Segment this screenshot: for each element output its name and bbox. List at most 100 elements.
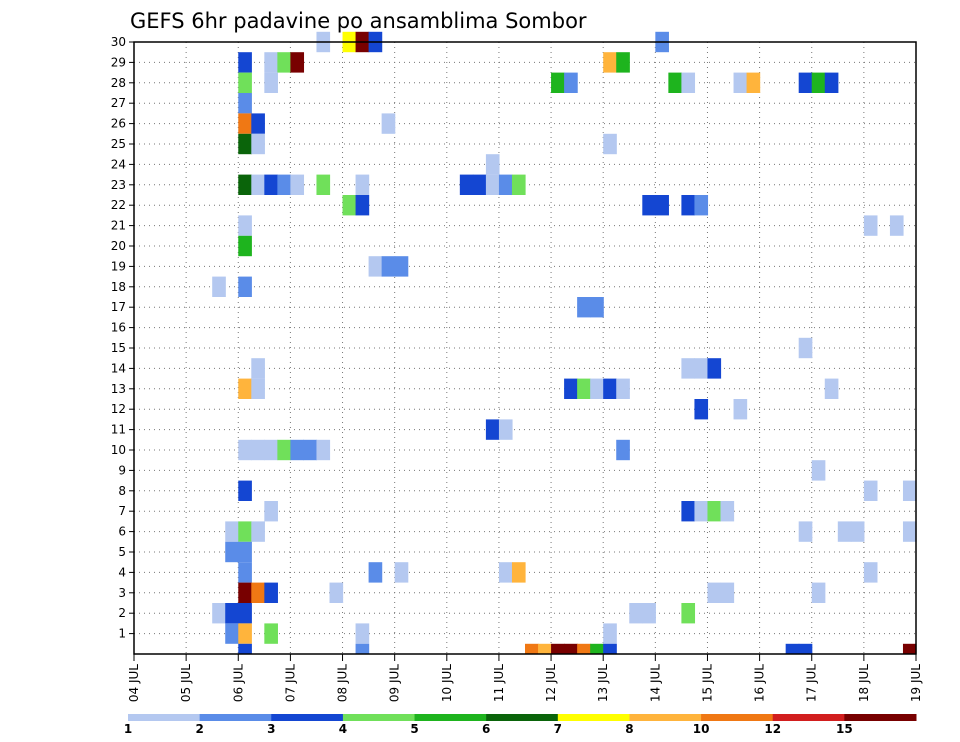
precip-cell: [355, 195, 370, 216]
precip-cell: [694, 501, 709, 522]
precip-cell: [785, 643, 800, 654]
y-tick-label: 7: [118, 504, 126, 518]
colorbar-label: 5: [410, 722, 418, 736]
colorbar-label: 10: [693, 722, 710, 736]
precip-cell: [238, 378, 252, 399]
colorbar-label: 15: [836, 722, 853, 736]
colorbar-segment: [557, 714, 630, 721]
precip-cell: [277, 439, 291, 461]
y-tick-label: 23: [111, 178, 126, 192]
precip-cell: [603, 623, 617, 644]
precip-cell: [824, 378, 839, 399]
precip-cell: [225, 603, 239, 624]
precip-cell: [720, 501, 735, 522]
y-tick-label: 24: [111, 157, 126, 171]
precip-cell: [863, 562, 878, 583]
precip-cell: [251, 133, 265, 155]
precip-cell: [251, 378, 265, 399]
precip-cell: [733, 399, 748, 420]
x-tick-label: 12 JUL: [544, 664, 558, 702]
precip-cell: [681, 358, 696, 379]
precip-cell: [902, 480, 917, 501]
precip-cell: [902, 521, 917, 542]
precip-cell: [798, 521, 813, 542]
y-tick-label: 13: [111, 382, 126, 396]
y-tick-label: 19: [111, 259, 126, 273]
precip-cell: [863, 480, 878, 501]
precip-cell: [381, 256, 396, 277]
precip-cell: [251, 582, 265, 603]
colorbar-segment: [772, 714, 845, 721]
y-tick-label: 3: [118, 586, 126, 600]
precip-cell: [459, 174, 474, 195]
precip-cell: [238, 582, 252, 603]
precip-cell: [603, 52, 617, 73]
precip-cell: [564, 378, 578, 399]
precip-cell: [564, 72, 578, 93]
precip-cell: [798, 337, 813, 359]
precip-cell: [329, 582, 344, 603]
precip-cell: [264, 72, 278, 93]
colorbar-label: 2: [195, 722, 203, 736]
precip-cell: [551, 72, 565, 93]
y-axis-ticks: 1234567891011121314151617181920212223242…: [111, 35, 134, 641]
y-tick-label: 11: [111, 423, 126, 437]
precip-cell: [238, 133, 252, 155]
y-tick-label: 8: [118, 484, 126, 498]
precip-cell: [590, 378, 604, 399]
y-tick-label: 6: [118, 525, 126, 539]
colorbar-label: 3: [267, 722, 275, 736]
precip-cell: [355, 643, 370, 654]
precip-cell: [485, 174, 500, 195]
precip-cell: [577, 378, 591, 399]
colorbar-segment: [199, 714, 272, 721]
x-axis-ticks: 04 JUL 05 JUL 06 JUL 07 JUL 08 JUL 09 JUL 10 J…: [127, 654, 923, 702]
precip-cell: [811, 72, 826, 93]
y-tick-label: 9: [118, 463, 126, 477]
precip-cell: [238, 215, 252, 236]
y-tick-label: 4: [118, 565, 126, 579]
precip-cell: [590, 643, 604, 654]
precip-cell: [694, 358, 709, 379]
x-tick-label: 15 JUL: [700, 664, 714, 702]
precip-cell: [355, 623, 370, 644]
precip-cell: [629, 603, 643, 624]
x-tick-label: 08 JUL: [336, 664, 350, 702]
precip-cell: [277, 52, 291, 73]
precip-cell: [551, 643, 565, 654]
precip-cell: [238, 72, 252, 93]
precip-cell: [264, 623, 278, 644]
x-tick-label: 14 JUL: [648, 664, 662, 702]
y-tick-label: 15: [111, 341, 126, 355]
precip-cell: [355, 174, 370, 195]
y-tick-label: 18: [111, 280, 126, 294]
precip-cell: [798, 72, 813, 93]
precip-cell: [889, 215, 904, 236]
precip-cell: [381, 113, 396, 134]
colorbar-segment: [128, 714, 201, 721]
precip-cell: [733, 72, 748, 93]
precip-cell: [681, 72, 696, 93]
precip-cell: [616, 439, 630, 461]
x-tick-label: 06 JUL: [231, 664, 245, 702]
precip-cell: [316, 174, 331, 195]
precip-cell: [746, 72, 761, 93]
precip-cell: [694, 195, 709, 216]
precip-cell: [616, 378, 630, 399]
precip-cell: [238, 93, 252, 114]
x-tick-label: 07 JUL: [283, 664, 297, 702]
precip-cell: [238, 562, 252, 583]
x-tick-label: 09 JUL: [388, 664, 402, 702]
precip-cell: [238, 541, 252, 563]
precip-cell: [394, 256, 409, 277]
x-tick-label: 04 JUL: [127, 664, 141, 702]
precip-cell: [251, 113, 265, 134]
precip-cell: [525, 643, 539, 654]
colorbar-label: 7: [554, 722, 562, 736]
precip-cell: [264, 582, 278, 603]
precip-cell: [225, 541, 239, 563]
precip-cell: [498, 419, 513, 440]
y-tick-label: 10: [111, 443, 126, 457]
x-tick-label: 19 JUL: [909, 664, 923, 702]
precip-cell: [538, 643, 552, 654]
